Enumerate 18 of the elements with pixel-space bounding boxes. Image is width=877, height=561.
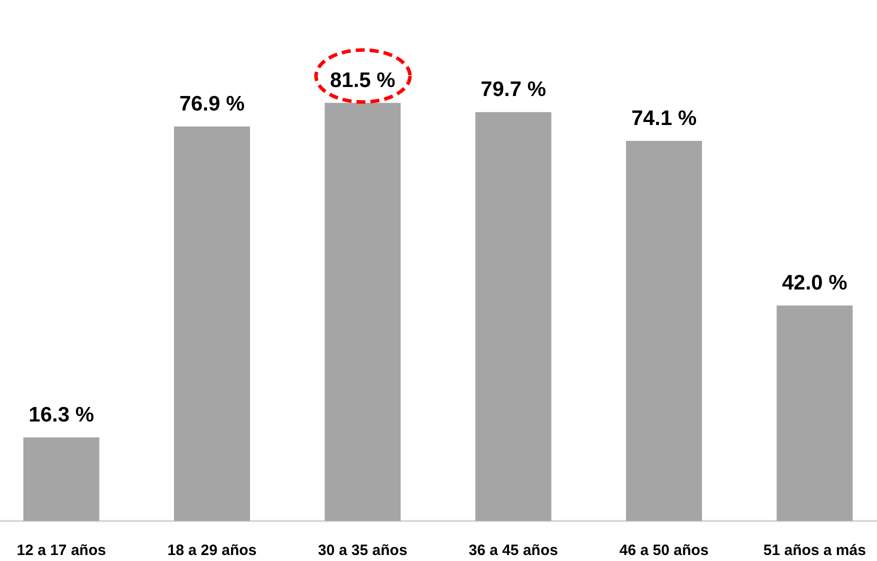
x-tick-label: 46 a 50 años xyxy=(619,542,709,559)
bar xyxy=(174,126,250,521)
x-tick-label: 30 a 35 años xyxy=(318,542,408,559)
bar xyxy=(324,102,401,521)
data-label: 16.3 % xyxy=(28,403,94,426)
bar xyxy=(23,437,100,521)
x-tick-label: 12 a 17 años xyxy=(16,542,106,559)
bar xyxy=(475,112,552,521)
x-tick-label: 36 a 45 años xyxy=(468,542,558,559)
data-label: 42.0 % xyxy=(782,272,848,295)
bar xyxy=(776,306,853,521)
x-tick-label: 51 años a más xyxy=(763,542,866,559)
data-label: 76.9 % xyxy=(179,92,246,116)
bar xyxy=(626,140,702,521)
data-label: 79.7 % xyxy=(480,78,546,102)
data-label: 74.1 % xyxy=(631,106,698,130)
x-tick-label: 18 a 29 años xyxy=(167,542,257,559)
data-label: 81.5 % xyxy=(330,68,396,92)
